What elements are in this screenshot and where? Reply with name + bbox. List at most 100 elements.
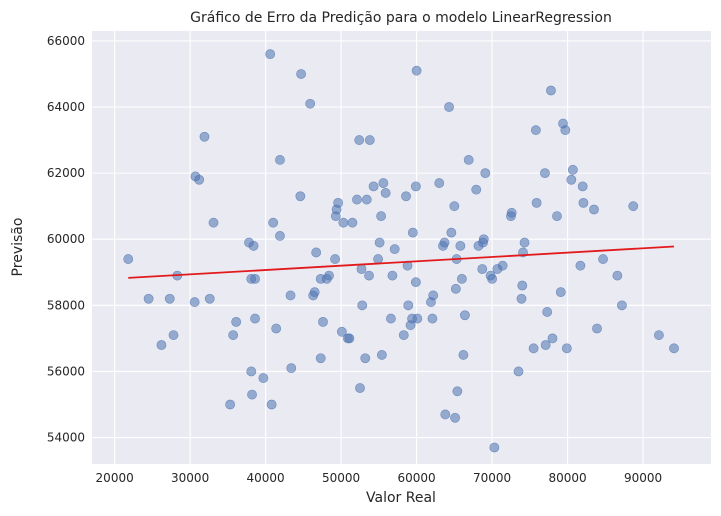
x-tick-label: 20000 [96,471,134,485]
scatter-point [450,412,460,423]
scatter-point [410,277,421,288]
scatter-point [361,194,372,205]
scatter-point [506,207,517,218]
y-tick-label: 66000 [47,34,85,48]
scatter-point [247,389,257,400]
scatter-point [208,217,219,228]
scatter-point [380,188,391,198]
scatter-point [546,85,556,96]
grid-lines [92,31,711,464]
scatter-point [617,300,627,311]
scatter-point [471,184,482,195]
scatter-point [338,217,349,228]
scatter-point [575,260,586,271]
scatter-point [477,264,488,274]
scatter-point [309,287,320,298]
scatter-point [439,237,450,248]
scatter-point [528,343,539,354]
x-tick-label: 70000 [473,471,511,485]
scatter-point [577,181,588,192]
scatter-point [123,254,134,264]
x-tick-label: 90000 [624,471,662,485]
scatter-point [407,227,418,238]
x-tick-label: 30000 [171,471,209,485]
scatter-point [401,191,411,202]
scatter-point [330,254,340,264]
scatter-point [311,247,322,258]
scatter-point [368,181,379,192]
scatter-point [225,399,236,410]
scatter-point [487,274,497,284]
scatter-point [164,293,175,304]
scatter-point [347,217,358,228]
y-tick-label: 58000 [47,298,85,312]
scatter-point [265,49,276,60]
x-tick-label: 60000 [398,471,436,485]
scatter-point [497,260,508,271]
scatter-point [460,310,470,321]
plot-area [92,31,711,464]
scatter-point [412,313,423,324]
chart-title: Gráfico de Erro da Predição para o model… [190,10,612,26]
scatter-point [275,155,285,165]
y-tick-label: 54000 [47,431,85,445]
scatter-point [547,333,558,344]
scatter-point [450,283,461,294]
scatter-point [560,125,571,136]
scatter-point [463,155,474,165]
x-tick-label: 80000 [548,471,586,485]
scatter-point [360,353,371,364]
x-tick-labels: 20000 30000 40000 50000 60000 70000 80000 90000 [96,471,663,485]
scatter-point [364,135,375,145]
scatter-point [344,333,355,344]
scatter-point [444,102,454,112]
scatter-point [540,168,550,179]
scatter-point [376,211,387,221]
scatter-point [296,69,307,79]
scatter-point [542,307,553,317]
scatter-point [598,254,608,264]
scatter-point [386,313,396,324]
scatter-point [246,366,257,377]
scatter-point [194,174,205,185]
scatter-point [318,316,328,327]
scatter-point [266,399,277,410]
x-tick-label: 50000 [322,471,360,485]
scatter-point [592,323,602,334]
x-tick-label: 40000 [247,471,285,485]
scatter-point [410,181,421,192]
scatter-point [449,201,460,212]
scatter-point [540,340,551,350]
scatter-point [519,237,530,248]
scatter-point [389,244,400,255]
y-axis-label: Previsão [10,218,26,277]
scatter-point [250,274,260,284]
scatter-point [578,197,589,208]
y-tick-label: 64000 [47,100,85,114]
scatter-point [228,330,239,340]
scatter-point [156,340,167,350]
scatter-point [411,65,422,76]
scatter-point [286,363,297,374]
scatter-point [387,270,398,281]
y-tick-label: 62000 [47,166,85,180]
scatter-point [268,217,279,228]
scatter-point [354,135,365,145]
scatter-point [489,442,500,453]
scatter-point [352,194,362,205]
scatter-point [446,227,457,238]
scatter-point [250,313,260,324]
scatter-point [669,343,679,354]
scatter-point [567,164,578,175]
scatter-point [480,168,491,179]
scatter-point [612,270,623,281]
scatter-point [452,386,463,397]
scatter-point [428,290,439,301]
scatter-point [258,373,269,383]
scatter-point [333,197,343,208]
scatter-point [654,330,664,340]
scatter-point [143,293,154,304]
scatter-point [248,240,259,251]
scatter-point [355,383,365,393]
scatter-point [168,330,179,340]
